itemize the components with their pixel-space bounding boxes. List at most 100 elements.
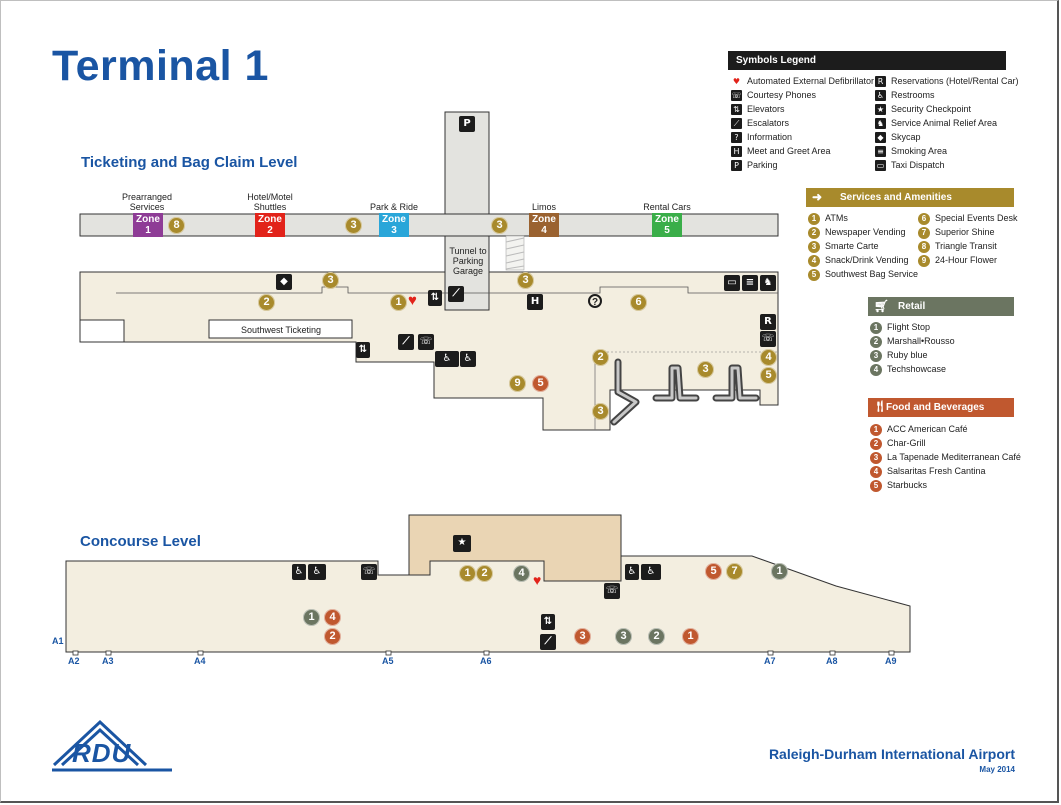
curb-road bbox=[79, 213, 779, 237]
legend-item: 9 24-Hour Flower bbox=[918, 254, 997, 267]
tunnel-label: Tunnel to Parking Garage bbox=[449, 246, 487, 276]
legend-number-badge: 9 bbox=[918, 254, 930, 267]
legend-number-badge: 1 bbox=[808, 212, 820, 225]
legend-item-label: Smoking Area bbox=[891, 146, 948, 156]
legend-number-badge: 2 bbox=[870, 335, 882, 348]
service-pin[interactable]: 4 bbox=[760, 349, 777, 366]
security-checkpoint-icon: ★ bbox=[453, 535, 471, 552]
service-animal-icon: ♞ bbox=[760, 275, 776, 291]
legend-item-label: Skycap bbox=[891, 132, 921, 142]
taxi-icon: ▭ bbox=[724, 275, 740, 291]
legend-item-label: Meet and Greet Area bbox=[747, 146, 831, 156]
legend-number-badge: 3 bbox=[870, 451, 882, 464]
retail-pin[interactable]: 4 bbox=[513, 565, 530, 582]
map-date: May 2014 bbox=[979, 765, 1015, 774]
concourse-level-heading: Concourse Level bbox=[80, 533, 201, 550]
shopping-cart-icon: 🛒︎ bbox=[874, 299, 890, 313]
service-pin[interactable]: 3 bbox=[491, 217, 508, 234]
legend-item-label: Techshowcase bbox=[887, 364, 947, 374]
service-pin[interactable]: 2 bbox=[592, 349, 609, 366]
legend-item: 2 Newspaper Vending bbox=[808, 226, 906, 239]
legend-item: 5 Starbucks bbox=[870, 479, 927, 492]
food-pin[interactable]: 1 bbox=[682, 628, 699, 645]
legend-item: ♥ Automated External Defibrillator bbox=[731, 75, 874, 87]
escalator-icon: ⟋ bbox=[731, 118, 742, 130]
legend-item: 4 Salsaritas Fresh Cantina bbox=[870, 465, 986, 478]
gate-a8: A8 bbox=[826, 656, 838, 666]
retail-pin[interactable]: 1 bbox=[303, 609, 320, 626]
legend-item-label: Automated External Defibrillator bbox=[747, 76, 875, 86]
zone-4-badge: Zone 4 bbox=[529, 213, 559, 237]
retail-pin[interactable]: 2 bbox=[648, 628, 665, 645]
service-pin[interactable]: 3 bbox=[697, 361, 714, 378]
service-pin[interactable]: 1 bbox=[459, 565, 476, 582]
gate-markers bbox=[72, 650, 895, 656]
aed-icon: ♥ bbox=[408, 292, 417, 309]
rental-cars-label: Rental Cars bbox=[643, 202, 691, 212]
southwest-ticketing-label: Southwest Ticketing bbox=[240, 325, 322, 335]
legend-item: ☏ Courtesy Phones bbox=[731, 89, 816, 102]
retail-legend-title: 🛒︎ Retail bbox=[868, 297, 1014, 316]
legend-item-label: Information bbox=[747, 132, 793, 142]
food-pin[interactable]: 3 bbox=[574, 628, 591, 645]
ticketing-level-heading: Ticketing and Bag Claim Level bbox=[81, 154, 298, 171]
legend-item: ▭ Taxi Dispatch bbox=[875, 159, 945, 172]
service-pin[interactable]: 5 bbox=[760, 367, 777, 384]
services-icon: ➜ bbox=[812, 190, 823, 204]
service-pin[interactable]: 9 bbox=[509, 375, 526, 392]
legend-item: 1 ATMs bbox=[808, 212, 848, 225]
skycap-icon: ◆ bbox=[276, 274, 292, 290]
food-legend: 🍴︎ Food and Beverages 1 ACC American Café… bbox=[868, 398, 1021, 493]
food-pin[interactable]: 2 bbox=[324, 628, 341, 645]
smoking-icon: ≡ bbox=[742, 275, 758, 291]
aed-icon: ♥ bbox=[533, 572, 542, 588]
service-pin[interactable]: 3 bbox=[345, 217, 362, 234]
legend-item-label: ACC American Café bbox=[887, 424, 968, 434]
retail-pin[interactable]: 3 bbox=[615, 628, 632, 645]
service-pin[interactable]: 7 bbox=[726, 563, 743, 580]
food-pin[interactable]: 5 bbox=[532, 375, 549, 392]
airport-name: Raleigh-Durham International Airport bbox=[768, 746, 1015, 762]
zone-3-badge: Zone 3 bbox=[379, 213, 409, 237]
legend-item-label: Char-Grill bbox=[887, 438, 926, 448]
legend-item: 1 ACC American Café bbox=[870, 423, 968, 436]
service-pin[interactable]: 2 bbox=[258, 294, 275, 311]
legend-item: 4 Techshowcase bbox=[870, 363, 946, 376]
parking-garage-structure bbox=[444, 111, 490, 311]
courtesy-phone-icon: ☏ bbox=[760, 331, 776, 347]
service-pin[interactable]: 3 bbox=[517, 272, 534, 289]
service-pin[interactable]: 3 bbox=[592, 403, 609, 420]
concourse-level-floor bbox=[65, 555, 911, 653]
retail-legend: 🛒︎ Retail 1 Flight Stop 2 Marshall•Rousso 3 R… bbox=[868, 297, 1014, 379]
legend-number-badge: 3 bbox=[808, 240, 820, 253]
legend-item: 1 Flight Stop bbox=[870, 321, 930, 334]
retail-pin[interactable]: 1 bbox=[771, 563, 788, 580]
legend-item-label: Special Events Desk bbox=[935, 213, 1018, 223]
legend-item-label: Service Animal Relief Area bbox=[891, 118, 998, 128]
legend-item: ⟋ Escalators bbox=[731, 117, 789, 130]
legend-item-label: Elevators bbox=[747, 104, 785, 114]
legend-item-label: ATMs bbox=[825, 213, 848, 223]
food-pin[interactable]: 4 bbox=[324, 609, 341, 626]
prearranged-services-label: Prearranged Services bbox=[121, 192, 173, 212]
food-pin[interactable]: 5 bbox=[705, 563, 722, 580]
elevator-icon: ⇅ bbox=[356, 342, 370, 358]
parking-icon: P bbox=[459, 116, 475, 132]
service-pin[interactable]: 3 bbox=[322, 272, 339, 289]
restroom-icon: ♿ bbox=[292, 564, 306, 580]
smoking-icon: ≡ bbox=[875, 146, 886, 158]
legend-item: 3 Ruby blue bbox=[870, 349, 928, 362]
legend-item-label: Flight Stop bbox=[887, 322, 931, 332]
gate-a5: A5 bbox=[382, 656, 394, 666]
service-pin[interactable]: 2 bbox=[476, 565, 493, 582]
legend-item-label: Newspaper Vending bbox=[825, 227, 906, 237]
legend-item-label: Marshall•Rousso bbox=[887, 336, 955, 346]
legend-number-badge: 4 bbox=[870, 363, 882, 376]
service-pin[interactable]: 6 bbox=[630, 294, 647, 311]
zone-5-badge: Zone 5 bbox=[652, 213, 682, 237]
escalator-icon: ⟋ bbox=[448, 286, 464, 302]
service-pin[interactable]: 8 bbox=[168, 217, 185, 234]
service-pin[interactable]: 1 bbox=[390, 294, 407, 311]
legend-number-badge: 4 bbox=[808, 254, 820, 267]
